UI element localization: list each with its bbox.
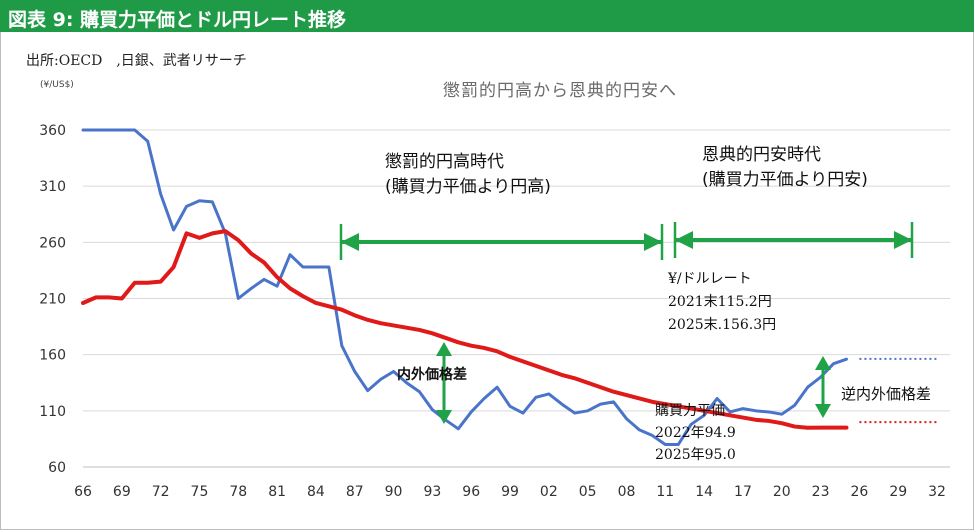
- arrow-head-up: [436, 342, 452, 356]
- ppp-note-line1: 購買力平価: [655, 403, 725, 419]
- blessed-era-arrow: [673, 222, 914, 258]
- x-tick-label: 20: [773, 484, 791, 500]
- x-tick-label: 02: [540, 484, 558, 500]
- arrow-head-left: [675, 231, 693, 249]
- arrow-head-down: [436, 410, 452, 424]
- era-punitive-label: 懲罰的円高時代 (購買力平価より円高): [385, 150, 551, 200]
- arrow-head-down: [815, 404, 831, 418]
- y-tick-label: 60: [48, 460, 66, 476]
- arrow-head-up: [815, 356, 831, 370]
- y-tick-label: 310: [39, 179, 66, 195]
- x-tick-label: 32: [928, 484, 946, 500]
- figure-header: 図表 9: 購買力平価とドル円レート推移: [0, 0, 974, 32]
- fx-rate-line: [81, 128, 848, 447]
- fx-note-line1: ¥/ドルレート: [668, 271, 752, 287]
- y-unit-label: (¥/US$): [40, 80, 74, 90]
- x-tick-label: 66: [74, 484, 92, 500]
- x-tick-label: 72: [152, 484, 170, 500]
- era-blessed-label: 恩典的円安時代 (購買力平価より円安): [702, 143, 868, 193]
- reverse-price-gap-label: 逆内外価格差: [841, 385, 932, 403]
- x-tick-label: 78: [229, 484, 247, 500]
- reverse-price-gap-arrow: [815, 356, 831, 418]
- era-punitive-line2: (購買力平価より円高): [385, 177, 551, 197]
- x-tick-label: 93: [423, 484, 441, 500]
- ppp-annotation: 購買力平価 2022年94.9 2025年95.0: [655, 400, 736, 466]
- ppp-note-line2: 2022年94.9: [655, 425, 736, 441]
- fx-note-line2: 2021末115.2円: [668, 294, 772, 310]
- fx-note-line3: 2025末.156.3円: [668, 317, 777, 333]
- x-tick-label: 17: [734, 484, 752, 500]
- price-gap-label: 内外価格差: [397, 367, 467, 383]
- price-gap-arrow: [436, 342, 452, 424]
- y-tick-label: 160: [39, 348, 66, 364]
- ppp-line: [81, 229, 849, 430]
- y-tick-label: 210: [39, 292, 66, 308]
- x-tick-label: 96: [462, 484, 480, 500]
- x-tick-label: 29: [889, 484, 907, 500]
- arrow-head-right: [894, 231, 912, 249]
- x-tick-label: 87: [346, 484, 364, 500]
- fx-rate-annotation: ¥/ドルレート 2021末115.2円 2025末.156.3円: [668, 268, 776, 337]
- ppp-note-line3: 2025年95.0: [655, 447, 736, 463]
- era-punitive-line1: 懲罰的円高時代: [385, 152, 504, 172]
- punitive-era-arrow: [339, 224, 664, 260]
- x-tick-label: 11: [656, 484, 674, 500]
- x-tick-label: 75: [191, 484, 209, 500]
- x-tick-label: 05: [579, 484, 597, 500]
- arrow-head-left: [341, 233, 359, 251]
- x-tick-label: 84: [307, 484, 325, 500]
- source-note: 出所:OECD ,日銀、武者リサーチ: [26, 53, 247, 69]
- x-tick-label: 99: [501, 484, 519, 500]
- x-tick-label: 69: [113, 484, 131, 500]
- figure-title: 図表 9: 購買力平価とドル円レート推移: [8, 9, 347, 31]
- x-tick-label: 14: [695, 484, 713, 500]
- x-tick-label: 90: [385, 484, 403, 500]
- era-blessed-line2: (購買力平価より円安): [702, 170, 868, 190]
- y-tick-label: 360: [39, 123, 66, 139]
- x-tick-label: 81: [268, 484, 286, 500]
- y-tick-label: 260: [39, 235, 66, 251]
- chart-headline: 懲罰的円高から恩典的円安へ: [443, 81, 677, 101]
- x-tick-label: 26: [851, 484, 869, 500]
- x-tick-label: 23: [812, 484, 830, 500]
- y-tick-label: 110: [39, 404, 66, 420]
- x-tick-label: 08: [618, 484, 636, 500]
- arrow-head-right: [644, 233, 662, 251]
- era-blessed-line1: 恩典的円安時代: [702, 145, 821, 165]
